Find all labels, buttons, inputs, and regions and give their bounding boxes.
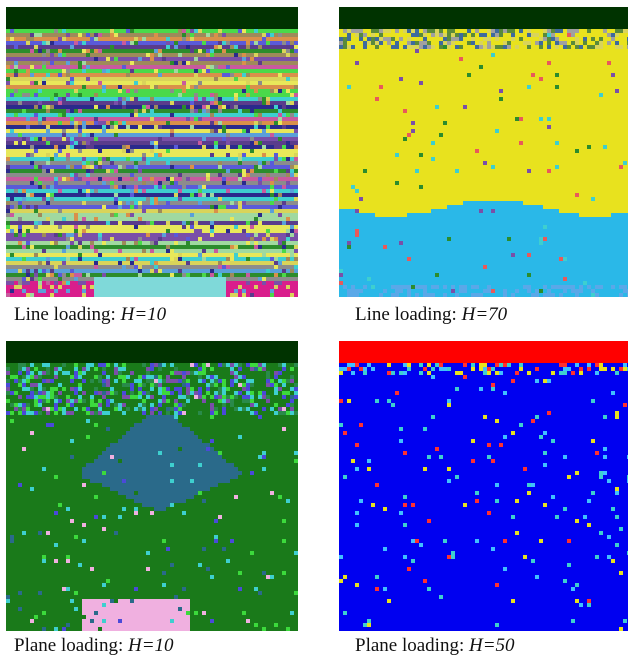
grain-background bbox=[339, 363, 628, 631]
grain-map-line-h10 bbox=[6, 7, 298, 297]
caption-param: H=70 bbox=[461, 304, 508, 325]
caption-prefix: Plane loading: bbox=[14, 635, 128, 656]
top-loading-bar bbox=[6, 7, 298, 29]
panel-line-loading-h10 bbox=[6, 7, 298, 297]
grain-cells bbox=[339, 29, 628, 297]
caption-line-h70: Line loading: H=70 bbox=[355, 304, 507, 326]
panel-plane-loading-h50 bbox=[339, 341, 628, 631]
caption-line-h10: Line loading: H=10 bbox=[14, 304, 166, 326]
grain-cells bbox=[6, 29, 298, 297]
top-loading-bar bbox=[339, 7, 628, 29]
caption-plane-h50: Plane loading: H=50 bbox=[355, 635, 515, 657]
caption-plane-h10: Plane loading: H=10 bbox=[14, 635, 174, 657]
caption-param: H=10 bbox=[127, 635, 174, 656]
caption-prefix: Plane loading: bbox=[355, 635, 469, 656]
caption-param: H=50 bbox=[468, 635, 515, 656]
caption-prefix: Line loading: bbox=[355, 304, 462, 325]
grain-cells bbox=[339, 363, 628, 631]
grain-map-plane-h50 bbox=[339, 341, 628, 631]
grain-map-plane-h10 bbox=[6, 341, 298, 631]
caption-prefix: Line loading: bbox=[14, 304, 121, 325]
panel-line-loading-h70 bbox=[339, 7, 628, 297]
caption-param: H=10 bbox=[120, 304, 167, 325]
top-loading-bar bbox=[339, 341, 628, 363]
panel-plane-loading-h10 bbox=[6, 341, 298, 631]
top-loading-bar bbox=[6, 341, 298, 363]
grain-cells bbox=[6, 363, 298, 631]
grain-map-line-h70 bbox=[339, 7, 628, 297]
